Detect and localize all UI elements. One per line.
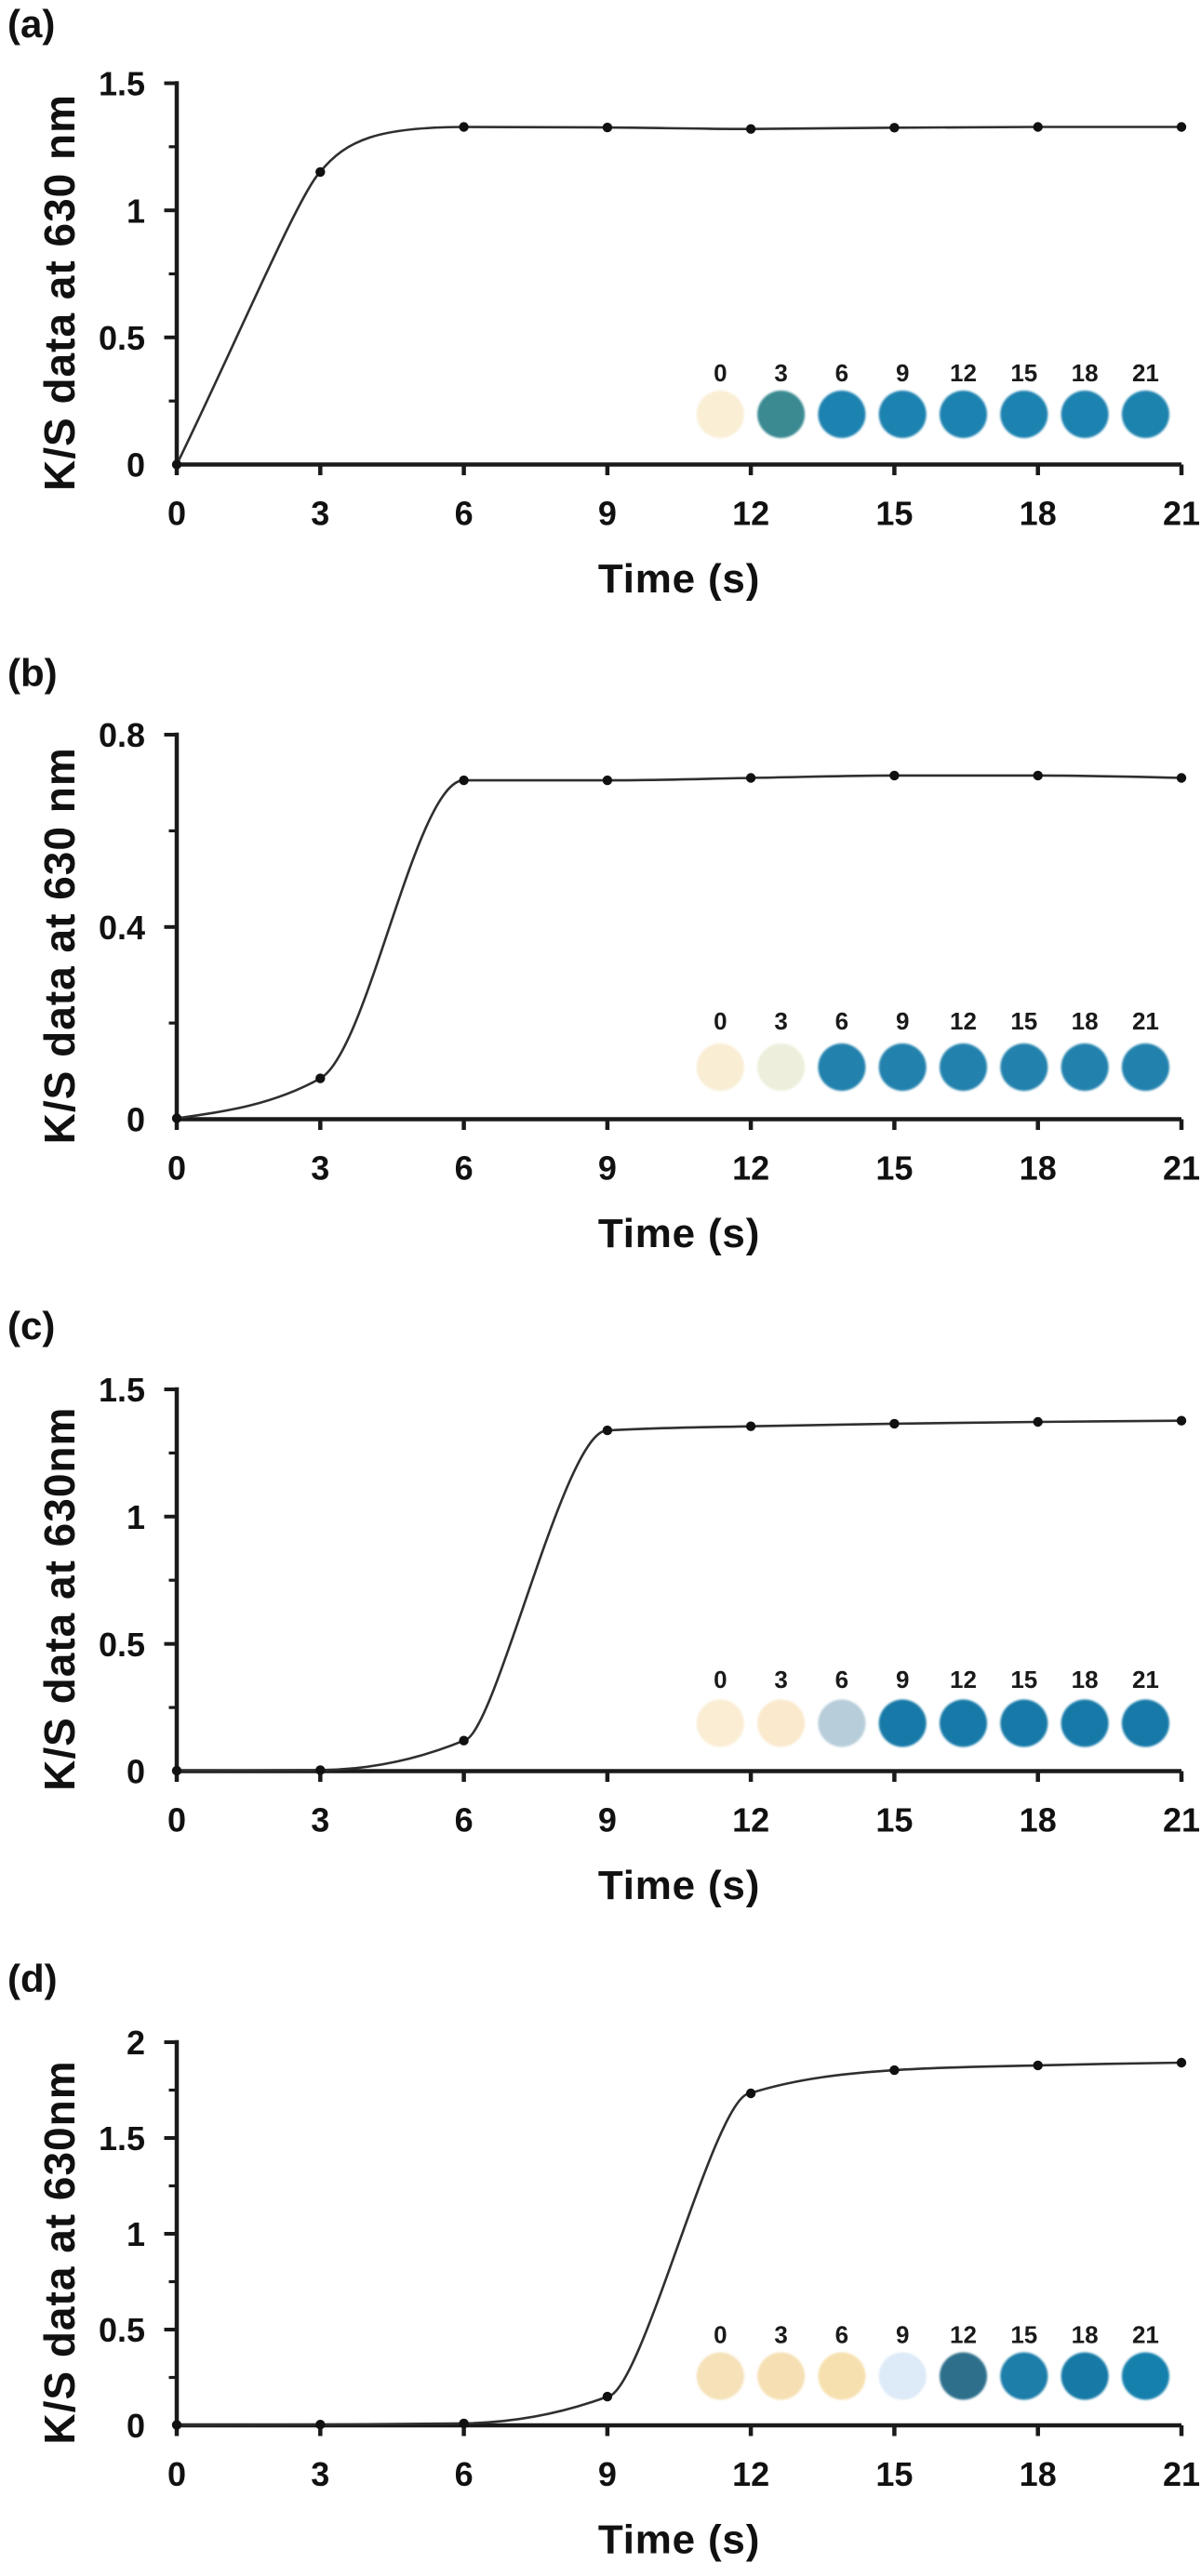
svg-text:12: 12 — [732, 495, 769, 533]
svg-text:6: 6 — [835, 359, 848, 387]
svg-text:9: 9 — [896, 359, 909, 387]
svg-text:21: 21 — [1163, 1149, 1200, 1188]
svg-text:3: 3 — [774, 1007, 787, 1035]
svg-text:6: 6 — [835, 1666, 848, 1693]
svg-text:0: 0 — [714, 2320, 727, 2348]
svg-text:21: 21 — [1132, 1666, 1159, 1693]
svg-text:Time (s): Time (s) — [598, 556, 760, 602]
svg-text:21: 21 — [1132, 359, 1159, 387]
svg-text:15: 15 — [875, 2455, 913, 2493]
svg-text:1: 1 — [127, 1498, 145, 1536]
svg-text:18: 18 — [1020, 1149, 1057, 1188]
svg-text:12: 12 — [950, 1007, 977, 1035]
svg-text:21: 21 — [1163, 2455, 1200, 2493]
svg-text:15: 15 — [1010, 1666, 1037, 1693]
svg-text:15: 15 — [1010, 1007, 1037, 1035]
svg-text:6: 6 — [835, 2320, 848, 2348]
svg-text:Time (s): Time (s) — [598, 2517, 760, 2563]
svg-text:Time (s): Time (s) — [598, 1211, 760, 1256]
svg-text:0: 0 — [714, 1007, 727, 1035]
svg-text:9: 9 — [598, 1801, 617, 1839]
svg-text:15: 15 — [1010, 359, 1037, 387]
svg-text:21: 21 — [1132, 2320, 1159, 2348]
svg-text:0.5: 0.5 — [99, 1626, 145, 1664]
svg-text:0: 0 — [167, 2455, 186, 2493]
svg-text:0.5: 0.5 — [99, 319, 145, 357]
svg-text:0: 0 — [127, 1101, 145, 1139]
svg-text:3: 3 — [311, 495, 329, 533]
svg-text:3: 3 — [311, 2455, 329, 2493]
svg-text:12: 12 — [950, 2320, 977, 2348]
svg-text:(b): (b) — [7, 651, 58, 695]
svg-text:3: 3 — [774, 359, 787, 387]
svg-text:21: 21 — [1163, 1801, 1200, 1839]
svg-text:9: 9 — [896, 1007, 909, 1035]
svg-text:15: 15 — [875, 495, 913, 533]
svg-text:6: 6 — [455, 2455, 474, 2493]
svg-text:9: 9 — [598, 495, 617, 533]
svg-text:K/S data at 630 nm: K/S data at 630 nm — [35, 94, 84, 491]
svg-text:0.4: 0.4 — [99, 909, 145, 947]
svg-text:15: 15 — [1010, 2320, 1037, 2348]
svg-text:0: 0 — [127, 446, 145, 485]
svg-text:0.8: 0.8 — [99, 716, 145, 754]
svg-text:Time (s): Time (s) — [598, 1863, 760, 1908]
svg-text:12: 12 — [732, 2455, 769, 2493]
svg-text:12: 12 — [732, 1149, 769, 1188]
svg-text:3: 3 — [311, 1801, 329, 1839]
svg-text:18: 18 — [1072, 1666, 1099, 1693]
svg-text:3: 3 — [311, 1149, 329, 1188]
svg-text:12: 12 — [950, 359, 977, 387]
svg-text:3: 3 — [774, 2320, 787, 2348]
svg-text:(d): (d) — [7, 1957, 58, 2000]
svg-text:1.5: 1.5 — [99, 1371, 145, 1409]
svg-text:0: 0 — [167, 495, 186, 533]
svg-text:18: 18 — [1020, 495, 1057, 533]
svg-text:1.5: 1.5 — [99, 2119, 145, 2158]
svg-text:18: 18 — [1072, 1007, 1099, 1035]
svg-text:(a): (a) — [7, 2, 55, 46]
svg-text:9: 9 — [896, 2320, 909, 2348]
svg-text:21: 21 — [1132, 1007, 1159, 1035]
svg-text:2: 2 — [127, 2024, 145, 2062]
svg-text:0: 0 — [167, 1801, 186, 1839]
svg-text:9: 9 — [598, 2455, 617, 2493]
svg-text:0: 0 — [714, 1666, 727, 1693]
svg-text:0: 0 — [127, 2407, 145, 2445]
svg-text:0: 0 — [714, 359, 727, 387]
svg-text:K/S data at 630 nm: K/S data at 630 nm — [35, 747, 84, 1144]
svg-text:K/S data at 630nm: K/S data at 630nm — [35, 2060, 84, 2444]
svg-text:18: 18 — [1072, 2320, 1099, 2348]
svg-text:15: 15 — [875, 1149, 913, 1188]
svg-text:3: 3 — [774, 1666, 787, 1693]
svg-text:0: 0 — [167, 1149, 186, 1188]
svg-text:6: 6 — [455, 1149, 474, 1188]
svg-text:15: 15 — [875, 1801, 913, 1839]
svg-text:1: 1 — [127, 2215, 145, 2253]
svg-text:21: 21 — [1163, 495, 1200, 533]
svg-text:9: 9 — [598, 1149, 617, 1188]
svg-text:1: 1 — [127, 192, 145, 230]
svg-text:12: 12 — [950, 1666, 977, 1693]
svg-text:(c): (c) — [7, 1304, 55, 1348]
svg-text:K/S data at 630nm: K/S data at 630nm — [35, 1407, 84, 1791]
svg-text:0.5: 0.5 — [99, 2311, 145, 2349]
svg-text:18: 18 — [1072, 359, 1099, 387]
svg-text:12: 12 — [732, 1801, 769, 1839]
svg-text:18: 18 — [1020, 1801, 1057, 1839]
svg-text:6: 6 — [455, 495, 474, 533]
svg-text:0: 0 — [127, 1753, 145, 1791]
svg-text:6: 6 — [455, 1801, 474, 1839]
svg-text:9: 9 — [896, 1666, 909, 1693]
svg-text:6: 6 — [835, 1007, 848, 1035]
svg-text:18: 18 — [1020, 2455, 1057, 2493]
svg-text:1.5: 1.5 — [99, 65, 145, 103]
